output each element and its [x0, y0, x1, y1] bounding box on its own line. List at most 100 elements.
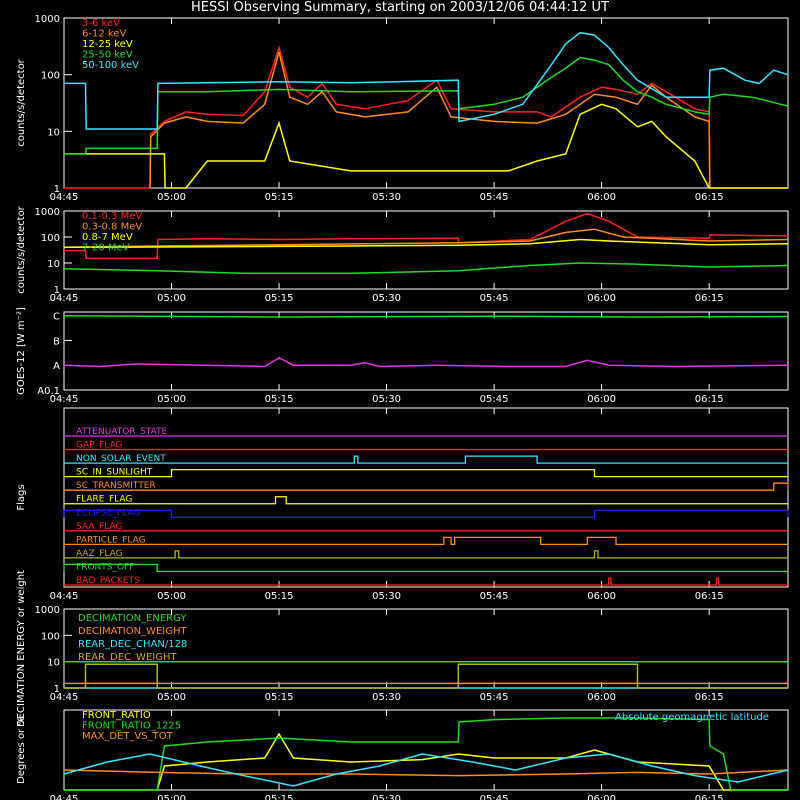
flag-label: ECLIPSE_FLAG [76, 508, 140, 518]
x-tick-label: 06:15 [695, 192, 724, 203]
panel2-frame [63, 210, 789, 290]
x-tick-label: 06:15 [695, 692, 724, 703]
series-line [63, 238, 789, 249]
series-line [64, 212, 789, 260]
x-tick-label: 04:45 [50, 794, 79, 800]
x-tick-label: 05:15 [265, 192, 294, 203]
x-tick-label: 06:00 [587, 794, 616, 800]
series-line [64, 103, 788, 189]
flag-label: SC_TRANSMITTER [76, 481, 156, 491]
flag-line [63, 563, 788, 573]
legend-entry: FRONT_RATIO [82, 710, 151, 721]
x-tick-label: 05:45 [480, 794, 509, 800]
legend-entry: 12-25 keV [82, 39, 133, 50]
y-tick-label: 1000 [35, 605, 60, 616]
x-tick-label: 06:00 [587, 692, 616, 703]
annotation-label: Absolute geomagnetic latitude [615, 712, 769, 723]
x-tick-label: 05:30 [372, 692, 401, 703]
flag-label: FLARE_FLAG [76, 495, 132, 505]
y-tick-label: 1000 [35, 14, 60, 25]
series-line [64, 31, 789, 130]
y-tick-label: 1 [54, 684, 60, 695]
x-tick-label: 05:45 [480, 192, 509, 203]
x-tick-label: 05:30 [372, 293, 401, 304]
x-tick-label: 05:00 [157, 794, 186, 800]
flag-line [64, 536, 788, 546]
x-tick-label: 05:45 [480, 591, 509, 602]
x-tick-label: 06:00 [587, 192, 616, 203]
x-tick-label: 04:45 [50, 692, 79, 703]
y-tick-label: 10 [47, 658, 60, 669]
flag-label: NON_SOLAR_EVENT [76, 454, 166, 464]
x-tick-label: 06:00 [587, 394, 616, 405]
panel4-frame [63, 407, 789, 588]
panel3-frame [63, 311, 789, 391]
flag-line [63, 509, 789, 518]
series-line [63, 753, 789, 787]
y-tick-label: 1 [54, 285, 60, 296]
x-tick-label: 04:45 [50, 394, 79, 405]
panel4-ylabel: Flags [16, 484, 27, 510]
series-line [64, 44, 788, 189]
x-tick-label: 04:45 [50, 192, 79, 203]
x-tick-label: 06:15 [695, 293, 724, 304]
x-tick-label: 05:00 [157, 192, 186, 203]
series-line [63, 356, 789, 368]
y-tick-label: 1 [54, 184, 60, 195]
series-line [64, 663, 788, 689]
x-tick-label: 06:15 [695, 394, 724, 405]
x-tick-label: 05:00 [157, 394, 186, 405]
y-tick-label: 10 [47, 127, 60, 138]
x-tick-label: 05:15 [265, 293, 294, 304]
y-tick-label: A0.1 [37, 386, 60, 397]
y-tick-label: A [53, 361, 60, 372]
legend-entry: DECIMATION_WEIGHT [78, 626, 187, 637]
x-tick-label: 05:45 [480, 692, 509, 703]
chart-title: HESSI Observing Summary, starting on 200… [191, 0, 609, 15]
y-tick-label: 10 [47, 259, 60, 270]
flag-line [64, 468, 788, 478]
panel1-frame [63, 17, 789, 189]
flag-label: GAP_FLAG [76, 441, 122, 451]
legend-entry: FRONT_RATIO_1225 [82, 721, 181, 732]
legend-entry: 0.1-0.3 MeV [82, 211, 142, 222]
x-tick-label: 04:45 [50, 591, 79, 602]
x-tick-label: 06:00 [587, 293, 616, 304]
legend-entry: DECIMATION_ENERGY [78, 613, 187, 624]
panel2-ylabel: counts/s/detector [16, 205, 27, 293]
x-tick-label: 05:30 [372, 394, 401, 405]
flag-line [64, 577, 788, 586]
y-tick-label: 100 [41, 233, 60, 244]
flag-label: FRONTS_OFF [76, 562, 134, 572]
panel6-frame [63, 709, 789, 791]
legend-entry: 50-100 keV [82, 60, 139, 71]
x-tick-label: 05:30 [372, 794, 401, 800]
y-tick-label: 100 [41, 631, 60, 642]
x-tick-label: 05:15 [265, 394, 294, 405]
flag-label: SAA_FLAG [76, 522, 122, 532]
flag-line [64, 496, 788, 505]
x-tick-label: 05:30 [372, 192, 401, 203]
flag-label: AAZ_FLAG [76, 549, 123, 559]
x-tick-label: 05:00 [157, 692, 186, 703]
flag-line [64, 455, 788, 464]
x-tick-label: 05:00 [157, 591, 186, 602]
legend-entry: 6-12 keV [82, 29, 126, 40]
panel3-ylabel: GOES-12 [W m⁻²] [16, 307, 27, 395]
x-tick-label: 05:00 [157, 293, 186, 304]
flag-label: SC_IN_SUNLIGHT [76, 468, 153, 478]
x-tick-label: 06:00 [587, 591, 616, 602]
x-tick-label: 05:45 [480, 293, 509, 304]
legend-entry: 3-6 keV [82, 18, 120, 29]
flag-line [64, 482, 789, 491]
y-tick-label: 100 [41, 71, 60, 82]
x-tick-label: 05:15 [265, 794, 294, 800]
x-tick-label: 06:15 [695, 591, 724, 602]
x-tick-label: 05:15 [265, 692, 294, 703]
legend-entry: 0.8-7 MeV [82, 232, 133, 243]
series-line [64, 717, 788, 791]
panel6-ylabel: Degrees or % [16, 716, 27, 784]
flag-label: PARTICLE_FLAG [76, 535, 146, 545]
x-tick-label: 05:15 [265, 591, 294, 602]
